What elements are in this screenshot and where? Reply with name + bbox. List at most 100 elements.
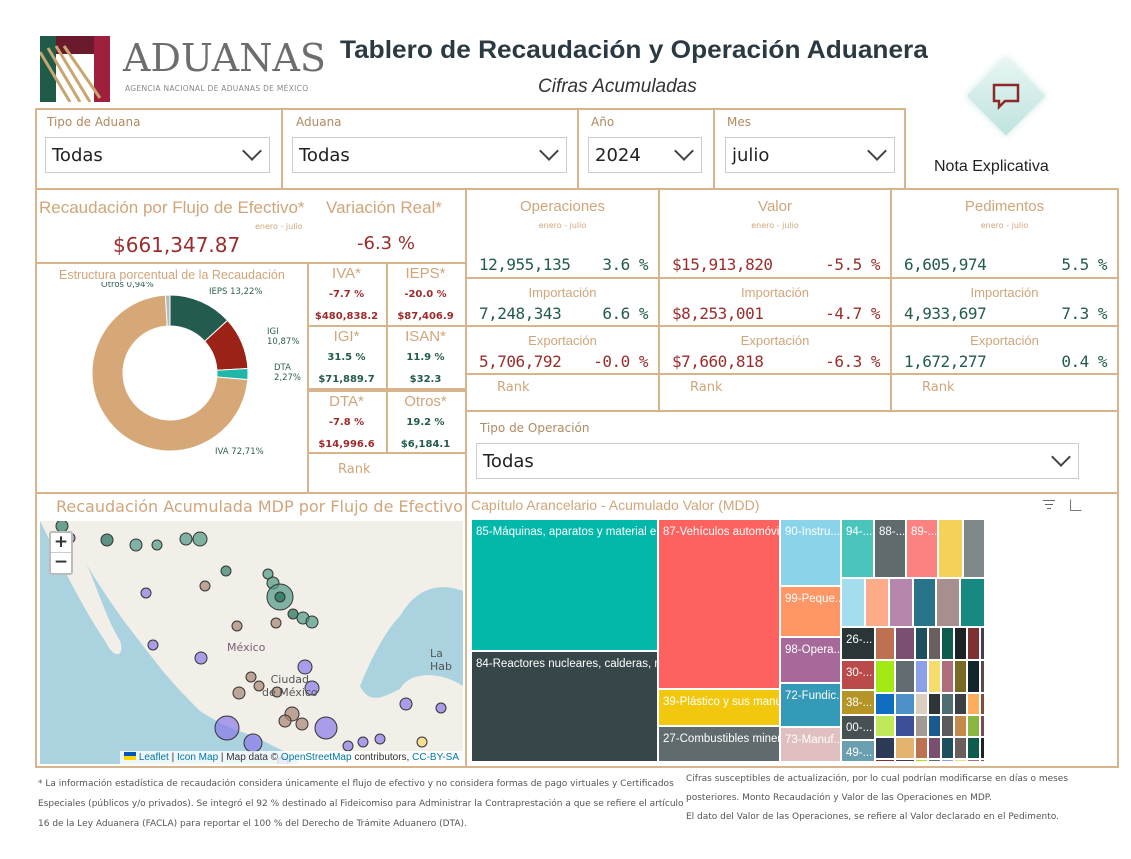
treemap-tile-small[interactable]	[980, 693, 985, 715]
treemap-tile[interactable]: 94-...	[841, 519, 874, 578]
osm-link[interactable]: OpenStreetMap	[280, 752, 352, 763]
zoom-out-button[interactable]: −	[53, 552, 69, 572]
treemap-tile[interactable]	[889, 578, 913, 627]
kpi-rank[interactable]: Rank	[690, 380, 723, 395]
treemap-tile-small[interactable]	[954, 715, 967, 737]
treemap-tile-small[interactable]	[954, 627, 967, 660]
treemap-tile-small[interactable]	[915, 660, 928, 693]
treemap-tile-small[interactable]	[941, 627, 954, 660]
treemap-tile[interactable]: 90-Instru...	[780, 519, 841, 586]
treemap-tile-small[interactable]	[875, 715, 895, 737]
treemap-tile-small[interactable]	[875, 627, 895, 660]
treemap-tile[interactable]: 30-...	[841, 660, 875, 690]
treemap-tile[interactable]: 85-Máquinas, aparatos y material eléct..…	[471, 519, 658, 651]
treemap-tile-small[interactable]	[941, 737, 954, 759]
treemap-tile-small[interactable]	[928, 660, 941, 693]
treemap-tile-small[interactable]	[980, 737, 985, 759]
treemap-tile-small[interactable]	[941, 715, 954, 737]
treemap-tile-small[interactable]	[954, 660, 967, 693]
footnote-left: * La información estadística de recaudac…	[38, 774, 688, 834]
cc-link[interactable]: CC-BY-SA	[412, 752, 459, 763]
treemap-tile[interactable]: 72-Fundic...	[780, 683, 841, 727]
treemap-tile-small[interactable]	[915, 627, 928, 660]
treemap-tile[interactable]: 88-...	[874, 519, 906, 578]
treemap-tile[interactable]	[960, 578, 985, 627]
donut-slice-otros[interactable]	[164, 294, 171, 327]
treemap-tile-small[interactable]	[967, 759, 980, 762]
donut-slice-iva[interactable]	[91, 294, 249, 452]
mes-dropdown[interactable]: julio	[725, 137, 895, 173]
nota-label[interactable]: Nota Explicativa	[934, 158, 1049, 175]
expand-icon[interactable]	[1070, 499, 1082, 511]
treemap-tile-small[interactable]	[875, 660, 895, 693]
treemap-tile-small[interactable]	[875, 693, 895, 715]
treemap-tile[interactable]: 89-...	[906, 519, 938, 578]
rank-label[interactable]: Rank	[338, 462, 371, 477]
map-city-line2: de México	[262, 686, 318, 699]
treemap-tile-small[interactable]	[967, 737, 980, 759]
treemap-tile[interactable]: 73-Manuf...	[780, 727, 841, 762]
treemap-tile[interactable]	[963, 519, 985, 578]
treemap-tile[interactable]: 87-Vehículos automóvil...	[658, 519, 780, 689]
treemap-tile[interactable]	[865, 578, 889, 627]
treemap-tile-small[interactable]	[915, 715, 928, 737]
filter-mes	[713, 108, 906, 190]
treemap-tile[interactable]: 38-...	[841, 690, 875, 715]
treemap-tile-small[interactable]	[941, 759, 954, 762]
tipo-operacion-dropdown[interactable]: Todas	[476, 443, 1079, 479]
treemap-tile[interactable]: 99-Peque...	[780, 586, 841, 637]
treemap-tile-small[interactable]	[875, 759, 895, 762]
treemap-tile-small[interactable]	[954, 737, 967, 759]
treemap-tile-small[interactable]	[954, 693, 967, 715]
tipo-aduana-dropdown[interactable]: Todas	[45, 137, 270, 173]
treemap-tile-small[interactable]	[895, 693, 915, 715]
map[interactable]: México Ciudad de México La Hab + − Leafle…	[40, 521, 463, 764]
treemap-tile-small[interactable]	[895, 737, 915, 759]
treemap-tile-small[interactable]	[915, 759, 928, 762]
treemap-tile-small[interactable]	[980, 759, 985, 762]
leaflet-link[interactable]: Leaflet	[138, 752, 169, 763]
treemap-tile-small[interactable]	[895, 627, 915, 660]
nota-button[interactable]	[964, 54, 1048, 138]
treemap-tile-small[interactable]	[980, 660, 985, 693]
treemap-tile-small[interactable]	[928, 759, 941, 762]
treemap-tile[interactable]	[913, 578, 936, 627]
treemap-tile-small[interactable]	[980, 627, 985, 660]
filter-icon[interactable]	[1043, 500, 1055, 509]
treemap-tile-small[interactable]	[928, 737, 941, 759]
treemap-tile-small[interactable]	[895, 759, 915, 762]
treemap-tile-small[interactable]	[928, 693, 941, 715]
treemap-tile-small[interactable]	[967, 660, 980, 693]
anio-dropdown[interactable]: 2024	[588, 137, 702, 173]
aduana-dropdown[interactable]: Todas	[292, 137, 567, 173]
treemap-tile[interactable]: 39-Plástico y sus manuf...	[658, 689, 780, 726]
treemap-tile-small[interactable]	[895, 715, 915, 737]
treemap-tile-small[interactable]	[980, 715, 985, 737]
treemap-tile-small[interactable]	[967, 627, 980, 660]
treemap-tile-small[interactable]	[928, 715, 941, 737]
treemap-tile-small[interactable]	[954, 759, 967, 762]
treemap-tile[interactable]: 49-...	[841, 740, 875, 762]
treemap-tile[interactable]: 98-Opera...	[780, 637, 841, 683]
treemap-tile-small[interactable]	[967, 693, 980, 715]
treemap-tile-small[interactable]	[875, 737, 895, 759]
kpi-rank[interactable]: Rank	[497, 380, 530, 395]
treemap-tile-small[interactable]	[941, 693, 954, 715]
treemap-tile-small[interactable]	[895, 660, 915, 693]
treemap-tile-small[interactable]	[915, 737, 928, 759]
treemap-tile-small[interactable]	[967, 715, 980, 737]
map-label-country: México	[227, 641, 266, 654]
kpi-rank[interactable]: Rank	[922, 380, 955, 395]
treemap-tile-small[interactable]	[928, 627, 941, 660]
treemap-tile-small[interactable]	[915, 693, 928, 715]
treemap-tile[interactable]: 84-Reactores nucleares, calderas, máq...	[471, 651, 658, 762]
treemap-tile-small[interactable]	[941, 660, 954, 693]
treemap-tile[interactable]: 00-...	[841, 715, 875, 740]
treemap-tile[interactable]	[936, 578, 960, 627]
iconmap-link[interactable]: Icon Map	[177, 752, 219, 763]
treemap-tile[interactable]: 26-...	[841, 627, 875, 660]
zoom-in-button[interactable]: +	[51, 533, 71, 553]
treemap-tile[interactable]	[841, 578, 865, 627]
treemap-tile[interactable]: 27-Combustibles miner...	[658, 726, 780, 762]
treemap-tile[interactable]	[938, 519, 963, 578]
